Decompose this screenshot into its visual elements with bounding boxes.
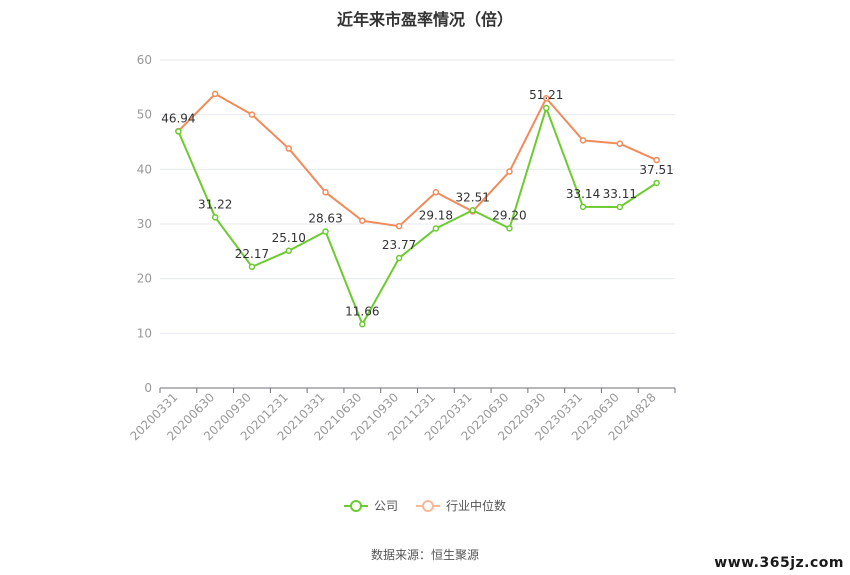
data-point-industry bbox=[506, 168, 513, 175]
data-point-company bbox=[248, 263, 256, 271]
data-point-industry bbox=[248, 111, 256, 118]
data-point-industry bbox=[322, 189, 329, 196]
data-point-industry bbox=[285, 145, 292, 152]
y-tick-label: 60 bbox=[137, 53, 152, 67]
data-point-company bbox=[616, 203, 624, 211]
data-point-industry bbox=[359, 217, 366, 224]
legend: 公司 行业中位数 bbox=[0, 497, 850, 514]
data-point-company bbox=[506, 225, 513, 232]
data-point-company bbox=[543, 104, 550, 112]
data-point-industry bbox=[543, 95, 550, 102]
data-label: 29.18 bbox=[419, 208, 453, 222]
data-label: 51.21 bbox=[529, 88, 563, 102]
legend-marker-icon bbox=[416, 499, 440, 512]
data-point-industry bbox=[395, 222, 403, 230]
data-label: 28.63 bbox=[308, 211, 342, 225]
data-point-company bbox=[579, 203, 587, 211]
legend-marker-icon bbox=[343, 499, 368, 512]
y-tick-label: 50 bbox=[137, 108, 152, 122]
y-tick-label: 40 bbox=[137, 162, 152, 176]
data-label: 25.10 bbox=[272, 231, 306, 245]
data-point-company bbox=[175, 128, 182, 135]
data-label: 32.51 bbox=[455, 190, 489, 204]
data-label: 11.66 bbox=[345, 304, 379, 318]
series-line-industry bbox=[177, 92, 658, 228]
y-tick-label: 20 bbox=[137, 272, 152, 286]
data-label: 33.11 bbox=[603, 187, 637, 201]
y-tick-label: 0 bbox=[144, 381, 152, 395]
source-note: 数据来源：恒生聚源 bbox=[370, 548, 479, 562]
data-label: 33.14 bbox=[566, 187, 600, 201]
watermark: www.365jz.com bbox=[714, 555, 844, 571]
data-label: 46.94 bbox=[161, 111, 195, 125]
data-label: 29.20 bbox=[492, 208, 526, 222]
data-point-company bbox=[285, 247, 292, 255]
data-point-company bbox=[359, 321, 366, 328]
data-point-industry bbox=[616, 140, 624, 147]
data-point-industry bbox=[579, 137, 587, 144]
legend-item-company[interactable]: 公司 bbox=[343, 497, 398, 514]
legend-item-industry[interactable]: 行业中位数 bbox=[416, 497, 506, 514]
data-point-company bbox=[469, 207, 476, 214]
data-point-company bbox=[432, 225, 440, 232]
data-point-company bbox=[653, 179, 660, 187]
data-point-company bbox=[395, 254, 403, 262]
series-line-company bbox=[177, 107, 658, 326]
data-point-industry bbox=[653, 156, 660, 164]
chart-title: 近年来市盈率情况（倍） bbox=[336, 10, 513, 29]
data-point-company bbox=[322, 228, 329, 235]
data-label: 31.22 bbox=[198, 197, 232, 211]
legend-label-company: 公司 bbox=[373, 499, 398, 513]
legend-label-industry: 行业中位数 bbox=[446, 499, 507, 513]
data-label: 22.17 bbox=[235, 247, 269, 261]
data-point-industry bbox=[432, 189, 440, 196]
data-label: 23.77 bbox=[382, 238, 416, 252]
data-point-company bbox=[211, 214, 219, 221]
y-tick-label: 30 bbox=[137, 217, 152, 231]
data-label: 37.51 bbox=[639, 163, 673, 177]
data-point-industry bbox=[211, 90, 219, 98]
y-tick-label: 10 bbox=[137, 326, 152, 340]
